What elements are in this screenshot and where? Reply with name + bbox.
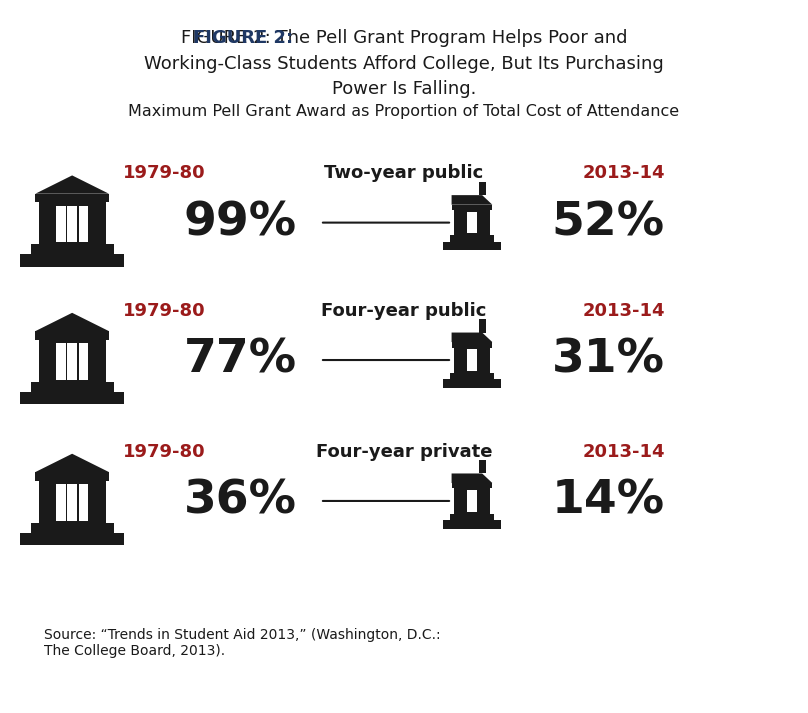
Bar [67, 206, 77, 242]
Bar [450, 235, 494, 242]
Text: Two-year public: Two-year public [324, 164, 484, 183]
Text: 2013-14: 2013-14 [583, 443, 665, 461]
Bar [444, 379, 500, 388]
Text: Four-year private: Four-year private [316, 443, 492, 461]
Text: 1979-80: 1979-80 [123, 302, 205, 319]
Polygon shape [36, 313, 109, 331]
Text: FIGURE 2: The Pell Grant Program Helps Poor and: FIGURE 2: The Pell Grant Program Helps P… [181, 29, 627, 47]
Bar [56, 484, 65, 520]
Text: Source: “Trends in Student Aid 2013,” (Washington, D.C.:
The College Board, 2013: Source: “Trends in Student Aid 2013,” (W… [44, 628, 441, 658]
Bar [39, 202, 106, 245]
Bar [31, 523, 114, 533]
Bar [452, 205, 492, 210]
Bar [36, 194, 109, 202]
Polygon shape [452, 473, 492, 483]
Bar [67, 484, 77, 520]
Bar [452, 342, 492, 347]
Text: Maximum Pell Grant Award as Proportion of Total Cost of Attendance: Maximum Pell Grant Award as Proportion o… [128, 104, 680, 119]
Bar [479, 319, 486, 332]
Bar [39, 481, 106, 523]
Bar [467, 491, 477, 512]
Bar [56, 206, 65, 242]
Polygon shape [36, 453, 109, 472]
Bar [31, 245, 114, 255]
Text: Power Is Falling.: Power Is Falling. [332, 80, 476, 98]
Polygon shape [36, 175, 109, 194]
Bar [450, 373, 494, 379]
Bar [444, 242, 500, 250]
Bar [78, 206, 88, 242]
Bar [454, 210, 490, 235]
Bar [467, 212, 477, 233]
Text: 31%: 31% [551, 337, 664, 382]
Bar [20, 255, 124, 267]
Bar [56, 343, 65, 380]
Bar [36, 331, 109, 339]
Text: Four-year public: Four-year public [322, 302, 486, 319]
Text: Working-Class Students Afford College, But Its Purchasing: Working-Class Students Afford College, B… [144, 55, 664, 73]
Text: 2013-14: 2013-14 [583, 164, 665, 183]
Bar [444, 520, 500, 528]
Bar [20, 391, 124, 404]
Bar [479, 461, 486, 473]
Bar [78, 484, 88, 520]
Bar [452, 483, 492, 488]
Text: 2013-14: 2013-14 [583, 302, 665, 319]
Bar [454, 347, 490, 373]
Bar [67, 343, 77, 380]
Text: 77%: 77% [183, 337, 297, 382]
Bar [450, 513, 494, 520]
Polygon shape [452, 195, 492, 205]
Text: 52%: 52% [551, 200, 664, 245]
Text: 14%: 14% [551, 478, 664, 523]
Bar [479, 182, 486, 195]
Text: FIGURE 2:: FIGURE 2: [193, 29, 293, 47]
Bar [78, 343, 88, 380]
Text: 99%: 99% [183, 200, 297, 245]
Polygon shape [452, 332, 492, 342]
Bar [31, 382, 114, 391]
Bar [20, 533, 124, 545]
Bar [36, 472, 109, 481]
Text: 36%: 36% [183, 478, 297, 523]
Text: 1979-80: 1979-80 [123, 164, 205, 183]
Bar [467, 349, 477, 371]
Bar [39, 339, 106, 382]
Text: 1979-80: 1979-80 [123, 443, 205, 461]
Bar [454, 488, 490, 513]
